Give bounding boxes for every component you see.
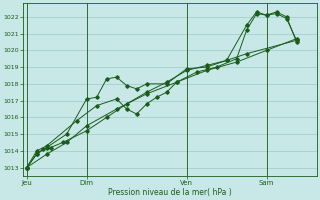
- X-axis label: Pression niveau de la mer( hPa ): Pression niveau de la mer( hPa ): [108, 188, 231, 197]
